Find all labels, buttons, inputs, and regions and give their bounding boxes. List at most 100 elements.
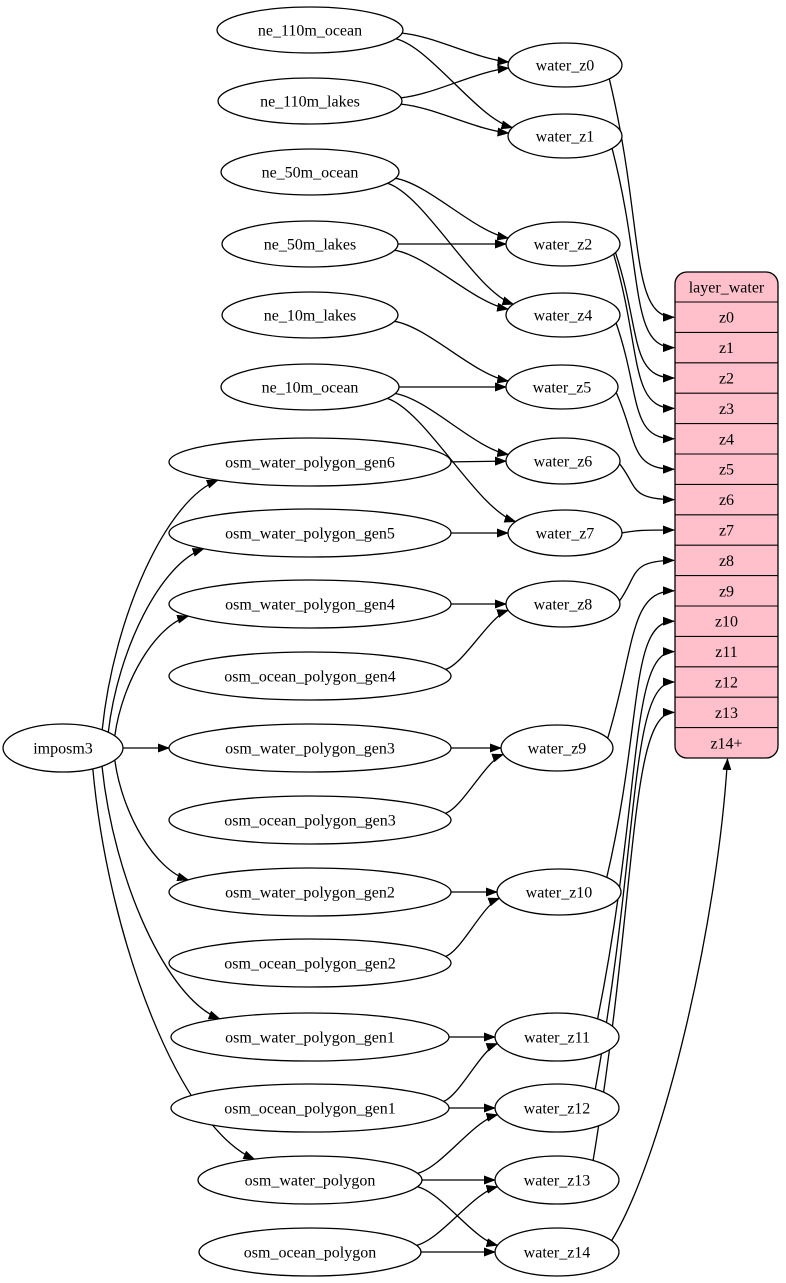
node-ne_110m_lakes: ne_110m_lakes xyxy=(217,77,403,125)
edge-osm_ocean_polygon_gen2-to-water_z10 xyxy=(445,897,501,958)
node-ellipse-osm_water_polygon_gen3 xyxy=(168,723,452,773)
nodes-layer: ne_110m_ocean ne_110m_lakes ne_50m_oceanne… xyxy=(2,6,623,1277)
table-row-z7: z7 xyxy=(719,523,734,540)
edge-water_z4-to-layer_water-z4 xyxy=(615,322,675,444)
node-water_z2: water_z2 xyxy=(505,221,621,267)
node-label-osm_ocean_polygon_gen3: osm_ocean_polygon_gen3 xyxy=(224,813,396,830)
table-row-z10: z10 xyxy=(715,614,738,631)
node-water_z8: water_z8 xyxy=(505,580,621,628)
table-row-z1: z1 xyxy=(719,340,734,357)
node-label-water_z5: water_z5 xyxy=(533,380,592,397)
node-water_z7: water_z7 xyxy=(507,509,623,557)
node-ellipse-osm_ocean_polygon_gen4 xyxy=(168,651,452,701)
node-ne_10m_lakes: ne_10m_lakes xyxy=(221,291,399,339)
node-water_z0: water_z0 xyxy=(507,42,623,88)
node-ellipse-ne_10m_lakes xyxy=(221,291,399,339)
node-label-osm_ocean_polygon: osm_ocean_polygon xyxy=(244,1245,376,1262)
edge-imposm3-to-osm_water_polygon_gen6 xyxy=(101,479,219,730)
node-ellipse-osm_ocean_polygon_gen3 xyxy=(168,795,452,845)
edges-layer xyxy=(92,32,732,1257)
node-label-ne_50m_ocean: ne_50m_ocean xyxy=(262,165,359,182)
node-osm_ocean_polygon_gen3: osm_ocean_polygon_gen3 xyxy=(168,795,452,845)
node-ellipse-water_z2 xyxy=(505,221,621,267)
edge-water_z1-to-layer_water-z1 xyxy=(611,148,675,353)
node-label-water_z0: water_z0 xyxy=(536,58,595,75)
node-label-osm_water_polygon_gen6: osm_water_polygon_gen6 xyxy=(225,455,395,472)
node-ellipse-osm_water_polygon xyxy=(197,1155,423,1205)
edge-osm_ocean_polygon_gen3-to-water_z9 xyxy=(445,753,505,814)
node-osm_water_polygon_gen6: osm_water_polygon_gen6 xyxy=(168,437,452,487)
node-label-water_z10: water_z10 xyxy=(526,885,593,902)
node-osm_ocean_polygon_gen1: osm_ocean_polygon_gen1 xyxy=(170,1083,450,1133)
edge-imposm3-to-osm_water_polygon_gen1 xyxy=(101,766,221,1020)
table-row-z9: z9 xyxy=(719,583,734,600)
node-ellipse-imposm3 xyxy=(2,723,124,773)
node-label-water_z13: water_z13 xyxy=(524,1173,591,1190)
table-row-z8: z8 xyxy=(719,553,734,570)
node-label-water_z14: water_z14 xyxy=(524,1245,591,1262)
node-label-ne_110m_lakes: ne_110m_lakes xyxy=(260,94,360,111)
node-ellipse-water_z9 xyxy=(500,724,614,772)
node-osm_water_polygon: osm_water_polygon xyxy=(197,1155,423,1205)
node-ellipse-ne_110m_lakes xyxy=(217,77,403,125)
edge-water_z10-to-layer_water-z10 xyxy=(606,616,675,878)
table-row-z2: z2 xyxy=(719,371,734,388)
node-water_z1: water_z1 xyxy=(507,113,623,159)
node-ellipse-water_z5 xyxy=(505,364,619,410)
node-label-ne_50m_lakes: ne_50m_lakes xyxy=(264,237,356,254)
node-label-water_z6: water_z6 xyxy=(534,454,593,471)
table-row-z5: z5 xyxy=(719,462,734,479)
node-ellipse-ne_50m_ocean xyxy=(220,148,400,196)
node-label-water_z9: water_z9 xyxy=(528,741,587,758)
node-water_z10: water_z10 xyxy=(496,868,622,916)
node-label-ne_10m_ocean: ne_10m_ocean xyxy=(262,380,359,397)
node-label-osm_water_polygon_gen2: osm_water_polygon_gen2 xyxy=(225,885,395,902)
edge-water_z5-to-layer_water-z5 xyxy=(615,392,675,474)
node-ellipse-ne_50m_lakes xyxy=(221,220,399,268)
edge-water_z14-to-layer_water-z14+ xyxy=(611,758,732,1241)
node-ne_10m_ocean: ne_10m_ocean xyxy=(220,363,400,411)
node-label-osm_water_polygon_gen3: osm_water_polygon_gen3 xyxy=(225,741,395,758)
node-ellipse-osm_water_polygon_gen2 xyxy=(168,867,452,917)
table-row-z0: z0 xyxy=(719,310,734,327)
edge-ne_10m_ocean-to-water_z7 xyxy=(387,397,517,523)
node-osm_water_polygon_gen5: osm_water_polygon_gen5 xyxy=(168,508,452,558)
table-title-layer-water: layer_water xyxy=(689,280,765,297)
edge-osm_water_polygon-to-water_z12 xyxy=(417,1112,499,1174)
node-label-osm_water_polygon_gen1: osm_water_polygon_gen1 xyxy=(225,1030,395,1047)
table-row-z3: z3 xyxy=(719,401,734,418)
edge-osm_water_polygon_gen6-to-water_z6 xyxy=(450,456,507,466)
node-label-osm_water_polygon_gen5: osm_water_polygon_gen5 xyxy=(225,526,395,543)
edge-water_z2-to-layer_water-z3 xyxy=(612,253,675,413)
table-row-z14+: z14+ xyxy=(710,735,742,752)
node-ellipse-water_z0 xyxy=(507,42,623,88)
node-ne_50m_lakes: ne_50m_lakes xyxy=(221,220,399,268)
edge-imposm3-to-osm_water_polygon xyxy=(92,768,256,1160)
edge-osm_ocean_polygon_gen1-to-water_z11 xyxy=(443,1042,499,1103)
node-water_z13: water_z13 xyxy=(494,1155,620,1205)
edge-water_z11-to-layer_water-z11 xyxy=(596,647,675,1020)
node-ellipse-ne_10m_ocean xyxy=(220,363,400,411)
node-ellipse-osm_water_polygon_gen6 xyxy=(168,437,452,487)
node-water_z14: water_z14 xyxy=(494,1227,620,1277)
table-row-z4: z4 xyxy=(719,431,734,448)
node-ellipse-osm_ocean_polygon xyxy=(198,1227,422,1277)
node-ellipse-water_z11 xyxy=(494,1012,620,1062)
node-label-water_z1: water_z1 xyxy=(536,129,595,146)
node-ellipse-water_z6 xyxy=(505,437,621,485)
edge-imposm3-to-osm_water_polygon_gen2 xyxy=(114,760,190,882)
edge-imposm3-to-osm_water_polygon_gen4 xyxy=(114,614,190,736)
node-label-osm_water_polygon: osm_water_polygon xyxy=(245,1173,376,1190)
edge-osm_ocean_polygon_gen4-to-water_z8 xyxy=(445,609,510,671)
edge-ne_50m_lakes-to-water_z4 xyxy=(394,249,510,312)
node-ellipse-water_z13 xyxy=(494,1155,620,1205)
node-osm_water_polygon_gen1: osm_water_polygon_gen1 xyxy=(170,1012,450,1062)
node-ellipse-osm_ocean_polygon_gen1 xyxy=(170,1083,450,1133)
node-ellipse-water_z14 xyxy=(494,1227,620,1277)
edge-water_z13-to-layer_water-z13 xyxy=(592,707,675,1161)
edge-water_z12-to-layer_water-z12 xyxy=(594,677,675,1090)
node-label-ne_110m_ocean: ne_110m_ocean xyxy=(258,23,362,40)
node-label-water_z2: water_z2 xyxy=(534,237,593,254)
